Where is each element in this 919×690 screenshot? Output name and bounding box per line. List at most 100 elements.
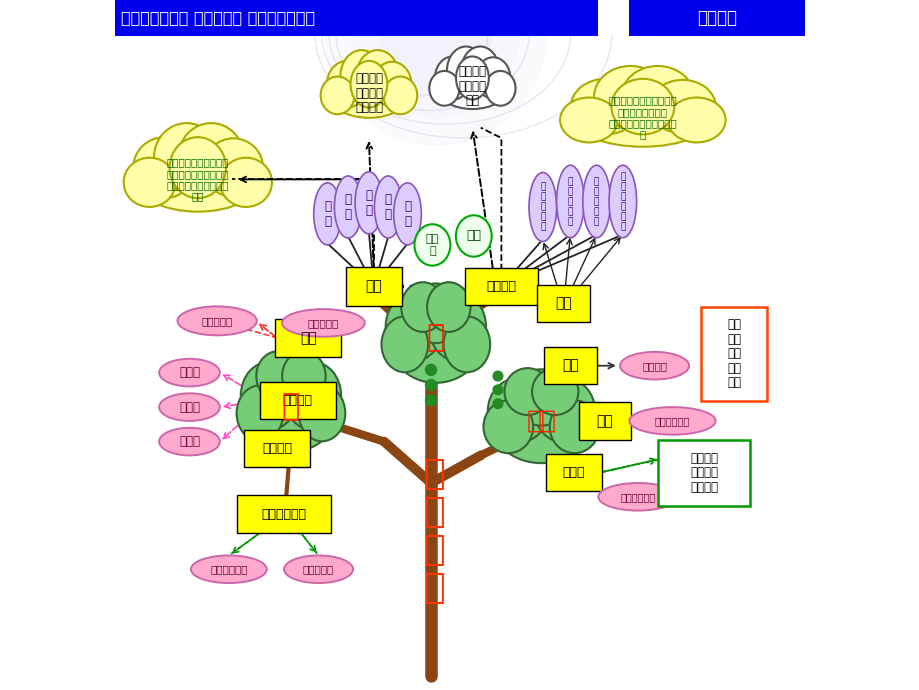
- Text: 综合性: 综合性: [179, 366, 199, 379]
- FancyBboxPatch shape: [259, 382, 335, 419]
- Ellipse shape: [435, 57, 471, 99]
- Text: 探
究: 探 究: [365, 189, 372, 217]
- Ellipse shape: [243, 362, 338, 452]
- Ellipse shape: [282, 309, 364, 337]
- Text: 课上使用: 课上使用: [641, 361, 666, 371]
- Text: 实践性: 实践性: [179, 401, 199, 413]
- Text: 云朵: 云朵: [466, 230, 481, 242]
- Ellipse shape: [159, 359, 220, 386]
- Circle shape: [425, 364, 437, 375]
- Ellipse shape: [299, 385, 345, 442]
- Text: 复习题: 复习题: [562, 466, 584, 479]
- Ellipse shape: [475, 57, 510, 99]
- Text: 正文边空: 正文边空: [486, 280, 516, 293]
- Ellipse shape: [159, 393, 220, 421]
- Circle shape: [425, 380, 437, 391]
- Ellipse shape: [443, 316, 490, 373]
- Ellipse shape: [608, 165, 636, 237]
- Ellipse shape: [485, 71, 515, 106]
- Text: 复习全章使用: 复习全章使用: [619, 492, 655, 502]
- Ellipse shape: [385, 293, 442, 361]
- Ellipse shape: [203, 138, 263, 197]
- Ellipse shape: [414, 224, 450, 266]
- Circle shape: [425, 395, 437, 406]
- Text: 各栏目以问题、留白、
填空等形式为学生提供
思维发展、合作交流的
空间: 各栏目以问题、留白、 填空等形式为学生提供 思维发展、合作交流的 空间: [166, 157, 229, 201]
- Ellipse shape: [178, 123, 244, 191]
- Ellipse shape: [534, 378, 595, 442]
- Text: 体例安排: 体例安排: [696, 9, 736, 27]
- Ellipse shape: [456, 215, 492, 257]
- Ellipse shape: [381, 316, 427, 373]
- Text: 习题: 习题: [596, 414, 613, 428]
- FancyBboxPatch shape: [544, 347, 596, 384]
- Text: 阅
读
与
思
考: 阅 读 与 思 考: [594, 177, 598, 226]
- Ellipse shape: [159, 428, 220, 455]
- FancyBboxPatch shape: [629, 0, 804, 36]
- Ellipse shape: [649, 80, 715, 133]
- Ellipse shape: [355, 172, 382, 234]
- Circle shape: [380, 0, 491, 90]
- Ellipse shape: [327, 68, 410, 118]
- Text: 体
例
安
排: 体 例 安 排: [423, 457, 444, 605]
- Text: 数学活动: 数学活动: [282, 394, 312, 406]
- Text: 小贴
示: 小贴 示: [425, 235, 438, 255]
- Ellipse shape: [426, 282, 470, 332]
- Ellipse shape: [667, 97, 725, 142]
- Text: 为加深对相关内容的认识
扩大学生的知识面
运用现代信息技术手段学
习: 为加深对相关内容的认识 扩大学生的知识面 运用现代信息技术手段学 习: [607, 95, 676, 139]
- Text: 导入新课材料: 导入新课材料: [210, 564, 247, 574]
- Text: 信
息
技
术
应
用: 信 息 技 术 应 用: [619, 172, 625, 231]
- Circle shape: [493, 399, 503, 408]
- Circle shape: [353, 0, 518, 117]
- Text: 节、习题: 节、习题: [262, 442, 292, 455]
- Ellipse shape: [550, 400, 599, 453]
- Ellipse shape: [256, 351, 300, 401]
- Ellipse shape: [134, 147, 261, 212]
- FancyBboxPatch shape: [700, 307, 766, 401]
- Ellipse shape: [220, 158, 272, 207]
- Ellipse shape: [236, 385, 283, 442]
- Text: 习题: 习题: [526, 409, 556, 433]
- Ellipse shape: [594, 66, 666, 128]
- FancyBboxPatch shape: [275, 319, 341, 357]
- Ellipse shape: [153, 123, 219, 191]
- Text: 章前图、引言: 章前图、引言: [261, 508, 306, 520]
- FancyBboxPatch shape: [537, 285, 589, 322]
- Ellipse shape: [572, 88, 712, 147]
- FancyBboxPatch shape: [237, 495, 331, 533]
- Ellipse shape: [560, 97, 618, 142]
- Text: 所学
内容
的巩
固与
延伸: 所学 内容 的巩 固与 延伸: [726, 319, 740, 389]
- Text: 讨
论: 讨 论: [384, 193, 391, 221]
- Ellipse shape: [123, 158, 176, 207]
- Ellipse shape: [326, 61, 367, 108]
- Ellipse shape: [177, 306, 256, 335]
- Text: 归
纳: 归 纳: [403, 200, 411, 228]
- Text: 观
察
与
猜
想: 观 察 与 猜 想: [539, 182, 545, 232]
- Ellipse shape: [528, 172, 556, 242]
- Ellipse shape: [556, 165, 584, 237]
- Text: 回顾与思考: 回顾与思考: [308, 318, 338, 328]
- Circle shape: [493, 385, 503, 395]
- Ellipse shape: [350, 61, 387, 108]
- Ellipse shape: [262, 353, 319, 412]
- Ellipse shape: [372, 62, 411, 106]
- Ellipse shape: [597, 483, 677, 511]
- Ellipse shape: [620, 66, 694, 128]
- Ellipse shape: [383, 77, 417, 115]
- Ellipse shape: [401, 282, 444, 332]
- Ellipse shape: [429, 71, 459, 106]
- Text: 复习巩固
综合应用
拓广探索: 复习巩固 综合应用 拓广探索: [689, 452, 718, 493]
- Text: 开放性: 开放性: [179, 435, 199, 448]
- Text: 观
察: 观 察: [323, 200, 331, 228]
- Ellipse shape: [190, 555, 267, 583]
- Ellipse shape: [428, 293, 485, 361]
- Ellipse shape: [374, 176, 402, 238]
- FancyBboxPatch shape: [657, 440, 750, 506]
- Ellipse shape: [483, 400, 533, 453]
- Ellipse shape: [340, 50, 382, 102]
- Ellipse shape: [456, 57, 488, 99]
- Ellipse shape: [583, 165, 610, 237]
- Text: 小结: 小结: [300, 331, 316, 345]
- Text: 正文: 正文: [365, 279, 381, 293]
- FancyBboxPatch shape: [346, 267, 402, 306]
- Ellipse shape: [619, 352, 688, 380]
